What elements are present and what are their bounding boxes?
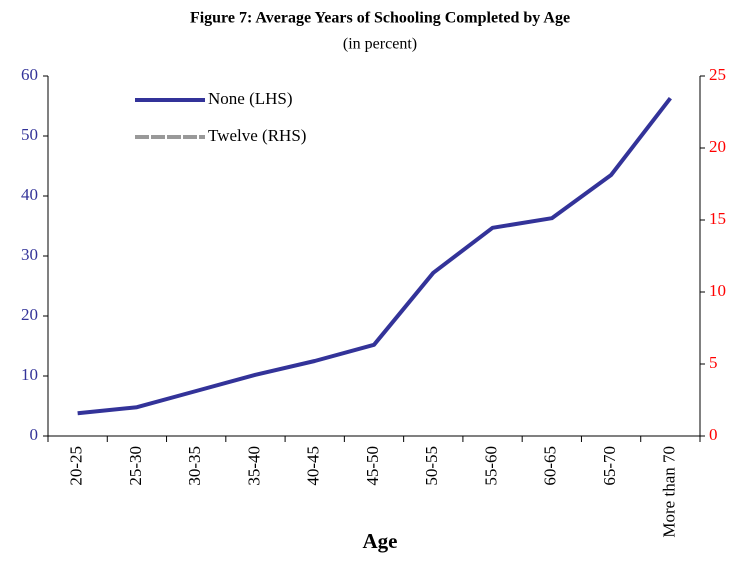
x-tick-label: 40-45 xyxy=(304,446,323,486)
chart-title: Figure 7: Average Years of Schooling Com… xyxy=(190,10,570,27)
series-line xyxy=(77,96,672,416)
x-tick-label: 60-65 xyxy=(541,446,560,486)
x-tick-label: 50-55 xyxy=(422,446,441,486)
y2-tick-label: 25 xyxy=(709,65,726,84)
y2-tick-label: 0 xyxy=(709,425,718,444)
x-tick-label: 45-50 xyxy=(363,446,382,486)
y-tick-label: 50 xyxy=(21,125,38,144)
chart-subtitle: (in percent) xyxy=(343,36,417,53)
x-tick-label: 25-30 xyxy=(126,446,145,486)
y-tick-label: 0 xyxy=(30,425,39,444)
x-tick-label: 65-70 xyxy=(600,446,619,486)
y2-tick-label: 15 xyxy=(709,209,726,228)
y-tick-label: 60 xyxy=(21,65,38,84)
y-tick-label: 40 xyxy=(21,185,38,204)
legend-label: Twelve (RHS) xyxy=(208,126,306,145)
y-tick-label: 10 xyxy=(21,365,38,384)
x-tick-label: 20-25 xyxy=(67,446,86,486)
y2-tick-label: 20 xyxy=(709,137,726,156)
x-axis-title: Age xyxy=(363,529,398,553)
legend-label: None (LHS) xyxy=(208,89,293,108)
y-tick-label: 30 xyxy=(21,245,38,264)
y2-tick-label: 5 xyxy=(709,353,718,372)
y-tick-label: 20 xyxy=(21,305,38,324)
x-tick-label: 35-40 xyxy=(244,446,263,486)
y2-tick-label: 10 xyxy=(709,281,726,300)
x-tick-label: 30-35 xyxy=(185,446,204,486)
x-tick-label: 55-60 xyxy=(481,446,500,486)
x-tick-label: More than 70 xyxy=(659,446,678,538)
